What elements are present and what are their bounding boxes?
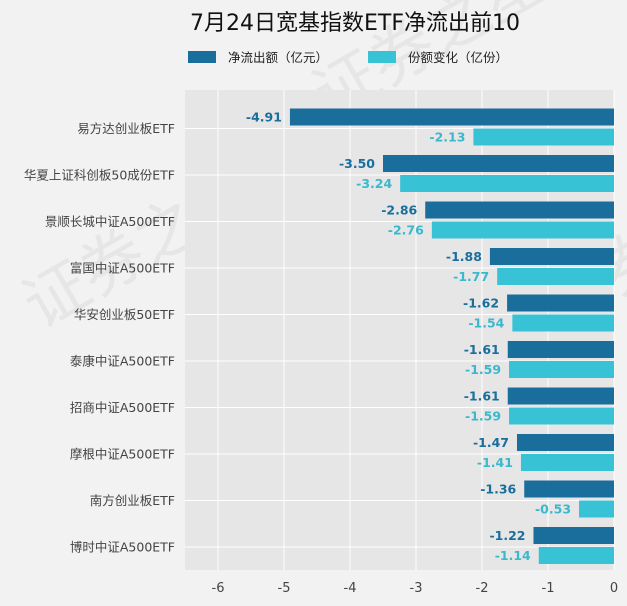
bar-share-change	[520, 454, 614, 471]
category-label: 易方达创业板ETF	[77, 121, 175, 136]
category-label: 华安创业板50ETF	[74, 307, 175, 322]
value-label-share-change: -1.14	[495, 548, 531, 563]
category-label: 华夏上证科创板50成份ETF	[24, 168, 175, 183]
x-tick-label: -5	[278, 581, 291, 596]
value-label-outflow: -1.47	[473, 435, 509, 450]
value-label-outflow: -4.91	[246, 110, 282, 125]
value-label-share-change: -0.53	[535, 502, 571, 517]
bars	[289, 108, 614, 564]
x-tick-label: -2	[476, 581, 489, 596]
bar-share-change	[431, 221, 614, 239]
value-label-outflow: -3.50	[339, 156, 375, 171]
bar-outflow	[507, 387, 614, 405]
value-label-share-change: -2.13	[429, 130, 465, 145]
category-label: 景顺长城中证A500ETF	[45, 214, 175, 229]
x-tick-label: -4	[344, 581, 357, 596]
value-label-outflow: -1.22	[489, 528, 525, 543]
bar-share-change	[509, 361, 614, 378]
value-label-share-change: -1.41	[477, 455, 513, 470]
legend-swatch-share-change	[368, 51, 396, 63]
legend-label-outflow: 净流出额（亿元）	[228, 50, 328, 65]
x-tick-label: -1	[542, 581, 555, 596]
value-label-outflow: -2.86	[381, 203, 417, 218]
value-labels: -4.91 -2.13 -3.50 -3.24 -2.86 -2.76 -1.88 -1.77…	[246, 110, 571, 564]
x-tick-label: -3	[410, 581, 423, 596]
legend-label-share-change: 份额变化（亿份）	[408, 50, 508, 65]
bar-outflow	[425, 201, 614, 219]
value-label-outflow: -1.88	[446, 249, 482, 264]
value-label-outflow: -1.61	[464, 389, 500, 404]
bar-share-change	[400, 175, 614, 192]
value-label-outflow: -1.36	[480, 482, 516, 497]
value-label-share-change: -1.54	[468, 316, 504, 331]
bar-outflow	[524, 480, 614, 498]
category-labels: 易方达创业板ETF 华夏上证科创板50成份ETF 景顺长城中证A500ETF 富国中证…	[24, 121, 175, 555]
legend-swatch-outflow	[188, 51, 216, 63]
bar-outflow	[383, 155, 614, 172]
bar-outflow	[507, 341, 614, 358]
category-label: 招商中证A500ETF	[70, 400, 175, 415]
chart-title: 7月24日宽基指数ETF净流出前10	[190, 11, 520, 36]
bar-outflow	[489, 248, 614, 265]
category-label: 博时中证A500ETF	[70, 540, 175, 555]
bar-share-change	[538, 547, 614, 564]
value-label-outflow: -1.62	[463, 296, 499, 311]
x-tick-label: -6	[212, 581, 225, 596]
bar-outflow	[516, 434, 614, 451]
category-label: 南方创业板ETF	[90, 493, 175, 508]
x-tick-label: 0	[610, 581, 618, 596]
bar-share-change	[509, 407, 614, 425]
bar-outflow	[533, 527, 614, 544]
bar-share-change	[579, 500, 614, 518]
bar-outflow	[289, 108, 614, 126]
value-label-share-change: -3.24	[356, 176, 392, 191]
value-label-share-change: -1.59	[465, 409, 501, 424]
category-label: 泰康中证A500ETF	[70, 354, 175, 369]
bar-share-change	[497, 268, 614, 285]
bar-outflow	[507, 294, 614, 312]
value-label-share-change: -1.59	[465, 362, 501, 377]
x-axis-ticks: -6 -5 -4 -3 -2 -1 0	[212, 581, 619, 596]
bar-share-change	[512, 314, 614, 332]
category-label: 摩根中证A500ETF	[70, 447, 175, 462]
value-label-share-change: -2.76	[388, 223, 424, 238]
bar-share-change	[473, 128, 614, 146]
value-label-outflow: -1.61	[464, 342, 500, 357]
legend: 净流出额（亿元） 份额变化（亿份）	[188, 50, 508, 65]
category-label: 富国中证A500ETF	[70, 261, 175, 276]
value-label-share-change: -1.77	[453, 269, 489, 284]
